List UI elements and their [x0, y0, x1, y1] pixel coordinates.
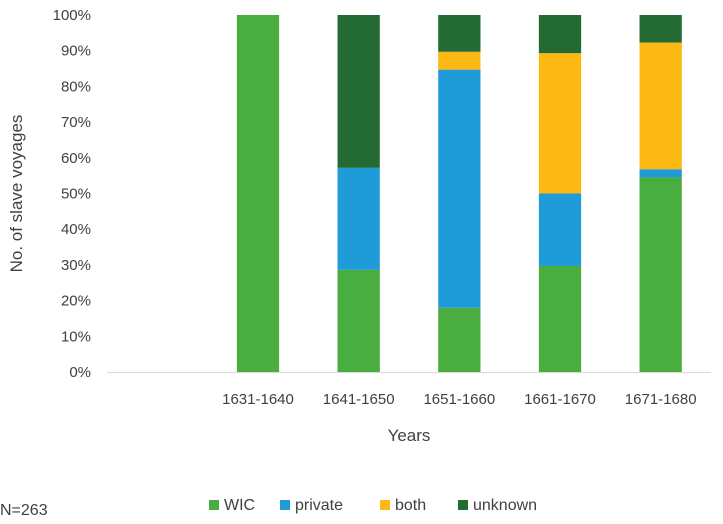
bar-WIC-1641-1650: [337, 269, 380, 372]
bar-WIC-1661-1670: [538, 265, 582, 372]
y-tick-label: 50%: [61, 186, 91, 203]
y-tick-labels: 0% 10% 20% 30% 40% 50% 60% 70% 80% 90% 100%: [53, 7, 91, 381]
y-tick-label: 60%: [61, 150, 91, 167]
y-tick-label: 40%: [61, 221, 91, 238]
y-axis-title: No. of slave voyages: [7, 115, 26, 273]
legend-label-WIC: WIC: [224, 497, 255, 514]
bar-private-1671-1680: [639, 169, 682, 178]
y-tick-label: 0%: [69, 364, 91, 381]
sample-size-note: N=263: [0, 502, 48, 519]
y-tick-label: 90%: [61, 43, 91, 60]
legend-swatch-WIC: [209, 500, 219, 510]
bars: [236, 15, 682, 372]
legend: WIC private both unknown: [209, 497, 537, 514]
y-tick-label: 10%: [61, 328, 91, 345]
bar-private-1651-1660: [438, 69, 481, 308]
y-tick-label: 100%: [53, 7, 91, 24]
legend-swatch-private: [280, 500, 290, 510]
x-tick-labels: 1631-1640 1641-1650 1651-1660 1661-1670 1671…: [222, 391, 696, 408]
legend-label-private: private: [295, 497, 343, 514]
x-axis-title: Years: [388, 426, 431, 445]
legend-label-unknown: unknown: [473, 497, 537, 514]
bar-private-1641-1650: [337, 167, 380, 270]
y-tick-label: 30%: [61, 257, 91, 274]
bar-private-1661-1670: [538, 193, 582, 266]
y-tick-label: 80%: [61, 78, 91, 95]
bar-both-1661-1670: [538, 53, 582, 194]
x-tick-label: 1641-1650: [323, 391, 395, 408]
x-tick-label: 1671-1680: [625, 391, 697, 408]
bar-unknown-1661-1670: [538, 15, 582, 54]
x-tick-label: 1661-1670: [524, 391, 596, 408]
x-tick-label: 1651-1660: [423, 391, 495, 408]
bar-WIC-1651-1660: [438, 307, 481, 372]
bar-unknown-1651-1660: [438, 15, 481, 52]
x-tick-label: 1631-1640: [222, 391, 294, 408]
bar-unknown-1641-1650: [337, 15, 380, 168]
bar-both-1651-1660: [438, 51, 481, 70]
bar-WIC-1631-1640: [236, 15, 280, 372]
legend-swatch-unknown: [458, 500, 468, 510]
bar-WIC-1671-1680: [639, 177, 682, 372]
legend-swatch-both: [380, 500, 390, 510]
y-tick-label: 20%: [61, 293, 91, 310]
y-tick-label: 70%: [61, 114, 91, 131]
legend-label-both: both: [395, 497, 426, 514]
bar-both-1671-1680: [639, 42, 682, 170]
bar-unknown-1671-1680: [639, 15, 682, 43]
